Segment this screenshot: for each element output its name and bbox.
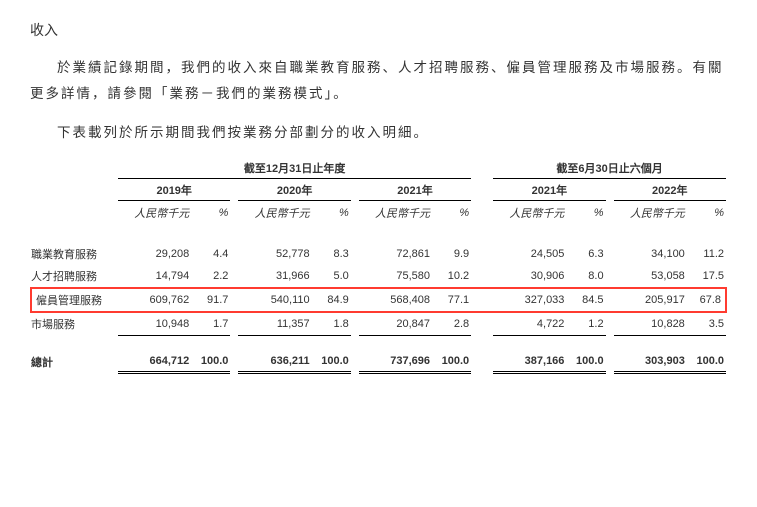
year-2021b: 2021年 <box>493 179 605 201</box>
cell-value: 4,722 <box>493 312 566 335</box>
cell-value: 3.5 <box>687 312 726 335</box>
cell-value: 31,966 <box>238 265 311 288</box>
intro-paragraph-1: 於業績記錄期間，我們的收入來自職業教育服務、人才招聘服務、僱員管理服務及市場服務… <box>30 55 727 106</box>
cell-value: 8.0 <box>566 265 605 288</box>
row-label: 人才招聘服務 <box>31 265 118 288</box>
cell-value: 11.2 <box>687 243 726 265</box>
unit-amount: 人民幣千元 <box>493 201 566 230</box>
cell-value: 24,505 <box>493 243 566 265</box>
cell-value: 77.1 <box>432 288 471 312</box>
cell-value: 100.0 <box>566 350 605 373</box>
cell-value: 10,948 <box>118 312 191 335</box>
revenue-table: 截至12月31日止年度 截至6月30日止六個月 2019年 2020年 2021… <box>30 157 727 374</box>
cell-value: 100.0 <box>432 350 471 373</box>
cell-value: 568,408 <box>359 288 432 312</box>
unit-amount: 人民幣千元 <box>118 201 191 230</box>
cell-value: 327,033 <box>493 288 566 312</box>
row-label: 總計 <box>31 350 118 373</box>
cell-value: 609,762 <box>118 288 191 312</box>
table-row: 僱員管理服務609,76291.7 540,11084.9 568,40877.1 3… <box>31 288 726 312</box>
cell-value: 387,166 <box>493 350 566 373</box>
group-header-row: 截至12月31日止年度 截至6月30日止六個月 <box>31 157 726 179</box>
cell-value: 67.8 <box>687 288 726 312</box>
cell-value: 6.3 <box>566 243 605 265</box>
cell-value: 75,580 <box>359 265 432 288</box>
cell-value: 20,847 <box>359 312 432 335</box>
unit-pct: % <box>687 201 726 230</box>
cell-value: 8.3 <box>312 243 351 265</box>
row-label: 僱員管理服務 <box>31 288 118 312</box>
unit-row: 人民幣千元% 人民幣千元% 人民幣千元% 人民幣千元% 人民幣千元% <box>31 201 726 230</box>
cell-value: 100.0 <box>191 350 230 373</box>
row-label: 職業教育服務 <box>31 243 118 265</box>
cell-value: 1.7 <box>191 312 230 335</box>
cell-value: 9.9 <box>432 243 471 265</box>
table-row: 人才招聘服務14,7942.2 31,9665.0 75,58010.2 30,906… <box>31 265 726 288</box>
year-row: 2019年 2020年 2021年 2021年 2022年 <box>31 179 726 201</box>
cell-value: 100.0 <box>687 350 726 373</box>
unit-amount: 人民幣千元 <box>614 201 687 230</box>
cell-value: 29,208 <box>118 243 191 265</box>
cell-value: 636,211 <box>238 350 311 373</box>
cell-value: 540,110 <box>238 288 311 312</box>
group-header-annual: 截至12月31日止年度 <box>118 157 471 179</box>
total-row: 總計664,712100.0636,211100.0737,696100.038… <box>31 350 726 373</box>
year-2021a: 2021年 <box>359 179 471 201</box>
cell-value: 11,357 <box>238 312 311 335</box>
table-row: 職業教育服務29,2084.4 52,7788.3 72,8619.9 24,5056… <box>31 243 726 265</box>
intro-paragraph-2: 下表載列於所示期間我們按業務分部劃分的收入明細。 <box>30 120 727 146</box>
cell-value: 4.4 <box>191 243 230 265</box>
year-2020: 2020年 <box>238 179 350 201</box>
cell-value: 53,058 <box>614 265 687 288</box>
cell-value: 14,794 <box>118 265 191 288</box>
year-2022: 2022年 <box>614 179 726 201</box>
cell-value: 10,828 <box>614 312 687 335</box>
year-2019: 2019年 <box>118 179 230 201</box>
unit-pct: % <box>432 201 471 230</box>
cell-value: 52,778 <box>238 243 311 265</box>
unit-amount: 人民幣千元 <box>238 201 311 230</box>
cell-value: 5.0 <box>312 265 351 288</box>
table-row: 市場服務10,9481.7 11,3571.8 20,8472.8 4,7221.2 1… <box>31 312 726 335</box>
cell-value: 1.8 <box>312 312 351 335</box>
row-label: 市場服務 <box>31 312 118 335</box>
cell-value: 30,906 <box>493 265 566 288</box>
cell-value: 303,903 <box>614 350 687 373</box>
cell-value: 10.2 <box>432 265 471 288</box>
section-title: 收入 <box>30 20 727 40</box>
cell-value: 84.9 <box>312 288 351 312</box>
cell-value: 205,917 <box>614 288 687 312</box>
unit-pct: % <box>191 201 230 230</box>
cell-value: 737,696 <box>359 350 432 373</box>
cell-value: 84.5 <box>566 288 605 312</box>
cell-value: 72,861 <box>359 243 432 265</box>
unit-pct: % <box>566 201 605 230</box>
group-header-interim: 截至6月30日止六個月 <box>493 157 726 179</box>
cell-value: 91.7 <box>191 288 230 312</box>
cell-value: 34,100 <box>614 243 687 265</box>
unit-amount: 人民幣千元 <box>359 201 432 230</box>
cell-value: 2.2 <box>191 265 230 288</box>
cell-value: 17.5 <box>687 265 726 288</box>
cell-value: 664,712 <box>118 350 191 373</box>
cell-value: 2.8 <box>432 312 471 335</box>
cell-value: 100.0 <box>312 350 351 373</box>
unit-pct: % <box>312 201 351 230</box>
cell-value: 1.2 <box>566 312 605 335</box>
